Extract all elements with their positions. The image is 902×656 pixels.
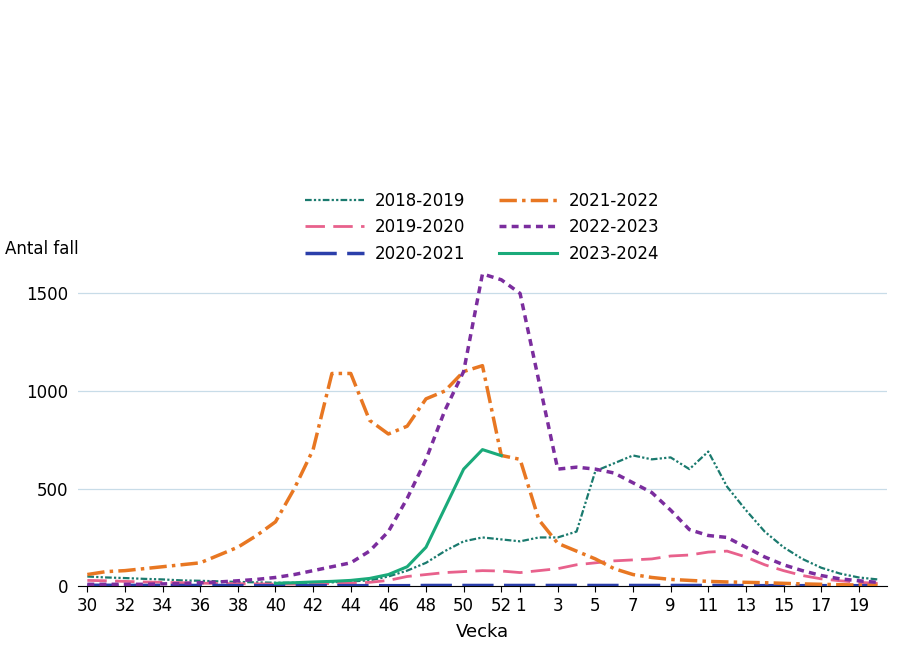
X-axis label: Vecka: Vecka <box>456 623 509 641</box>
Legend: 2018-2019, 2019-2020, 2020-2021, 2021-2022, 2022-2023, 2023-2024: 2018-2019, 2019-2020, 2020-2021, 2021-20… <box>305 192 659 262</box>
Text: Antal fall: Antal fall <box>5 239 78 258</box>
